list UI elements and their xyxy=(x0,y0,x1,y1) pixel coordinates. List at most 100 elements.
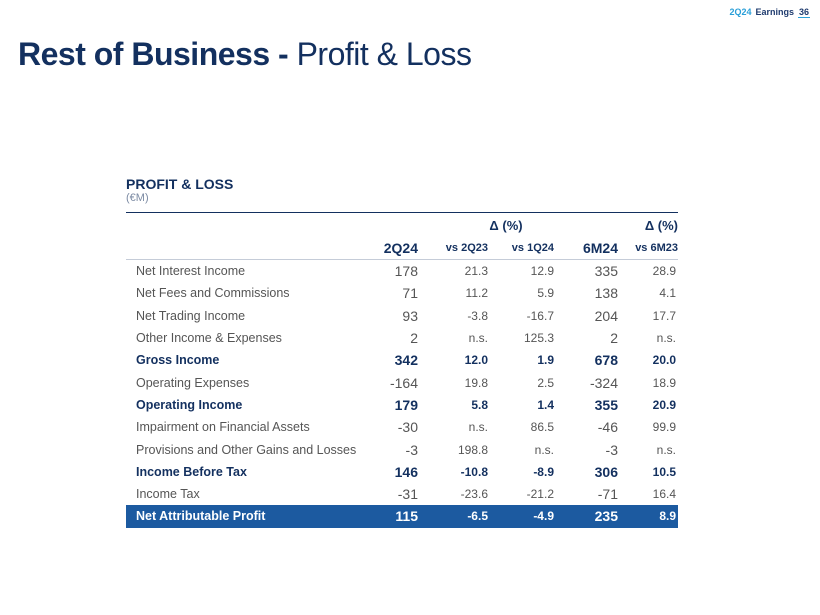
cell-value: -6.5 xyxy=(418,505,488,528)
cell-value: 678 xyxy=(594,352,618,369)
cell-value: 5.8 xyxy=(471,397,488,412)
table-row-subtotal: Operating Income 179 5.8 1.4 355 20.9 xyxy=(126,394,678,416)
table-row: Other Income & Expenses 2 n.s. 125.3 2 n… xyxy=(126,327,678,349)
group-header-row: Δ (%) Δ (%) xyxy=(126,213,678,237)
cell-value: 5.9 xyxy=(537,286,554,301)
cell-value: -30 xyxy=(397,419,418,436)
row-label: Other Income & Expenses xyxy=(136,331,282,346)
pnl-section: PROFIT & LOSS (€M) Δ (%) Δ (%) 2Q24 vs 2… xyxy=(126,176,678,528)
cell-value: n.s. xyxy=(468,331,488,346)
cell-value: 125.3 xyxy=(523,331,554,346)
cell-value: -3 xyxy=(405,441,418,458)
cell-value: -8.9 xyxy=(533,464,554,479)
cell-value: 115 xyxy=(362,505,418,528)
cell-value: 99.9 xyxy=(652,420,676,435)
row-label: Net Fees and Commissions xyxy=(136,286,290,301)
cell-value: n.s. xyxy=(656,442,676,457)
row-label: Gross Income xyxy=(136,353,220,368)
section-divider xyxy=(126,212,678,213)
table-row: Provisions and Other Gains and Losses -3… xyxy=(126,438,678,460)
cell-value: -23.6 xyxy=(460,487,488,502)
cell-value: 1.9 xyxy=(537,353,554,368)
cell-value: -4.9 xyxy=(488,505,554,528)
row-label: Impairment on Financial Assets xyxy=(136,420,310,435)
row-label: Net Attributable Profit xyxy=(126,505,362,528)
table-row: Net Interest Income 178 21.3 12.9 335 28… xyxy=(126,260,678,283)
row-label: Operating Income xyxy=(136,397,243,412)
cell-value: -71 xyxy=(597,486,618,503)
cell-value: -31 xyxy=(397,486,418,503)
row-label: Net Trading Income xyxy=(136,308,246,323)
cell-value: 2 xyxy=(610,330,618,347)
cell-value: 138 xyxy=(594,285,618,302)
cell-value: 17.7 xyxy=(652,308,676,323)
cell-value: 8.9 xyxy=(618,505,678,528)
cell-value: 18.9 xyxy=(652,375,676,390)
row-label: Income Tax xyxy=(136,487,200,502)
col-header-vs-1q24: vs 1Q24 xyxy=(488,237,554,260)
header-deck: Earnings xyxy=(755,7,794,17)
cell-value: 21.3 xyxy=(464,264,488,279)
col-header-2q24: 2Q24 xyxy=(362,237,418,260)
table-row: Operating Expenses -164 19.8 2.5 -324 18… xyxy=(126,371,678,393)
table-row: Net Fees and Commissions 71 11.2 5.9 138… xyxy=(126,282,678,304)
table-row-subtotal: Gross Income 342 12.0 1.9 678 20.0 xyxy=(126,349,678,371)
header-quarter: 2Q24 xyxy=(729,7,752,17)
row-label: Provisions and Other Gains and Losses xyxy=(136,442,357,457)
cell-value: -3.8 xyxy=(467,308,488,323)
cell-value: 342 xyxy=(394,352,418,369)
pnl-table: Δ (%) Δ (%) 2Q24 vs 2Q23 vs 1Q24 6M24 vs… xyxy=(126,213,678,528)
page-title: Rest of Business - Profit & Loss xyxy=(18,36,472,73)
cell-value: 12.0 xyxy=(464,353,488,368)
page-number: 36 xyxy=(797,7,810,18)
section-title: PROFIT & LOSS xyxy=(126,176,234,192)
cell-value: 16.4 xyxy=(652,487,676,502)
table-row: Net Trading Income 93 -3.8 -16.7 204 17.… xyxy=(126,305,678,327)
row-label: Income Before Tax xyxy=(136,464,247,479)
cell-value: 1.4 xyxy=(537,397,554,412)
cell-value: n.s. xyxy=(656,331,676,346)
cell-value: 355 xyxy=(594,396,618,413)
page-title-bold: Rest of Business - xyxy=(18,36,289,72)
table-row-subtotal: Income Before Tax 146 -10.8 -8.9 306 10.… xyxy=(126,461,678,483)
page-header: 2Q24 Earnings 36 xyxy=(729,7,810,18)
cell-value: n.s. xyxy=(534,442,554,457)
cell-value: -324 xyxy=(589,374,618,391)
cell-value: 71 xyxy=(402,285,418,302)
cell-value: -164 xyxy=(389,374,418,391)
cell-value: 4.1 xyxy=(659,286,676,301)
cell-value: -46 xyxy=(597,419,618,436)
cell-value: 10.5 xyxy=(652,464,676,479)
col-header-vs-6m23: vs 6M23 xyxy=(618,237,678,260)
cell-value: 86.5 xyxy=(530,420,554,435)
col-header-vs-2q23: vs 2Q23 xyxy=(418,237,488,260)
cell-value: 19.8 xyxy=(464,375,488,390)
column-header-row: 2Q24 vs 2Q23 vs 1Q24 6M24 vs 6M23 xyxy=(126,237,678,260)
cell-value: 12.9 xyxy=(530,264,554,279)
row-label: Operating Expenses xyxy=(136,375,250,390)
section-unit: (€M) xyxy=(126,192,149,204)
cell-value: 235 xyxy=(554,505,618,528)
delta-header-halfyear: Δ (%) xyxy=(644,217,678,233)
cell-value: 2.5 xyxy=(537,375,554,390)
cell-value: -16.7 xyxy=(526,308,554,323)
cell-value: 93 xyxy=(402,307,418,324)
cell-value: 335 xyxy=(594,263,618,280)
cell-value: 20.0 xyxy=(652,353,676,368)
cell-value: 179 xyxy=(394,396,418,413)
cell-value: 306 xyxy=(594,463,618,480)
col-header-6m24: 6M24 xyxy=(554,237,618,260)
table-row: Impairment on Financial Assets -30 n.s. … xyxy=(126,416,678,438)
cell-value: 178 xyxy=(394,263,418,280)
row-label: Net Interest Income xyxy=(136,264,246,279)
cell-value: -3 xyxy=(605,441,618,458)
cell-value: 198.8 xyxy=(457,442,488,457)
table-row-total: Net Attributable Profit 115 -6.5 -4.9 23… xyxy=(126,505,678,528)
cell-value: 28.9 xyxy=(652,264,676,279)
cell-value: 2 xyxy=(410,330,418,347)
cell-value: n.s. xyxy=(468,420,488,435)
cell-value: 11.2 xyxy=(465,286,488,301)
cell-value: 20.9 xyxy=(652,397,676,412)
table-row: Income Tax -31 -23.6 -21.2 -71 16.4 xyxy=(126,483,678,505)
cell-value: 204 xyxy=(594,307,618,324)
